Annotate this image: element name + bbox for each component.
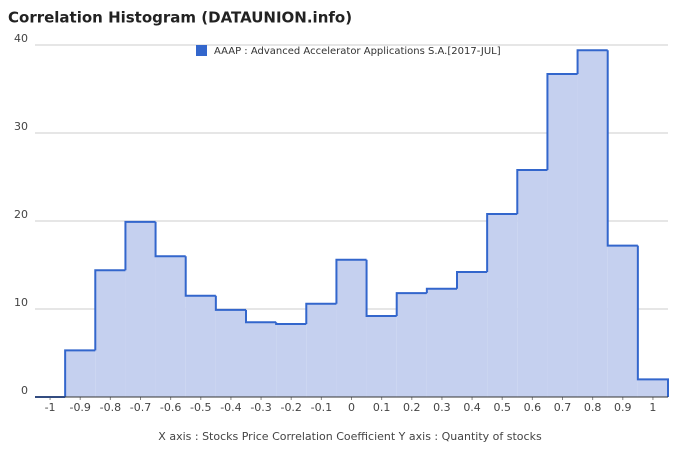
bar-outline [275, 322, 307, 325]
bar-outline [486, 212, 518, 273]
bar-outline [64, 349, 96, 397]
legend-label: AAAP : Advanced Accelerator Applications… [214, 46, 501, 57]
bar-outline [516, 168, 548, 214]
chart-title: Correlation Histogram (DATAUNION.info) [8, 9, 352, 27]
x-tick-label: 0.2 [403, 401, 421, 414]
bar [95, 270, 126, 397]
x-tick-label: 0.7 [554, 401, 572, 414]
y-tick-label: 40 [14, 32, 28, 45]
x-tick-label: 0.1 [373, 401, 391, 414]
bar-outline [425, 287, 457, 294]
bar-outline [395, 292, 427, 317]
x-tick-label: 0.9 [614, 401, 632, 414]
bar [457, 272, 488, 397]
bar [396, 293, 427, 397]
bar [607, 245, 638, 397]
bar [487, 213, 518, 397]
bar [246, 322, 277, 397]
bar-outline [124, 220, 156, 271]
y-tick-label: 0 [21, 384, 28, 397]
bar [215, 309, 246, 397]
x-tick-label: 0.8 [584, 401, 602, 414]
y-tick-label: 30 [14, 120, 28, 133]
x-tick-label: 0.3 [433, 401, 451, 414]
bar-outline [305, 302, 337, 324]
x-tick-label: -0.5 [190, 401, 211, 414]
x-tick-label: -0.6 [160, 401, 181, 414]
x-tick-label: -0.4 [220, 401, 241, 414]
bar-outline [154, 221, 186, 258]
bar [155, 256, 186, 397]
bar [276, 323, 307, 397]
bar-outline [365, 259, 397, 318]
bar [336, 259, 367, 397]
x-tick-label: -0.2 [280, 401, 301, 414]
bar-outline [184, 256, 216, 297]
x-tick-label: -0.3 [250, 401, 271, 414]
x-tick-label: -0.7 [130, 401, 151, 414]
bar [637, 379, 668, 397]
bar-outline [576, 49, 608, 75]
x-axis-label: X axis : Stocks Price Correlation Coeffi… [158, 430, 542, 443]
x-tick-label: -1 [45, 401, 56, 414]
x-tick-label: -0.1 [311, 401, 332, 414]
y-tick-label: 20 [14, 208, 28, 221]
bar-outline [546, 73, 578, 170]
bar [185, 295, 216, 397]
bar [547, 74, 578, 397]
bar [306, 303, 337, 397]
x-tick-label: 0.5 [493, 401, 511, 414]
bar-outline [94, 269, 126, 351]
x-tick-label: 0 [348, 401, 355, 414]
bar-outline [456, 271, 488, 289]
x-tick-label: -0.9 [69, 401, 90, 414]
bar [65, 350, 96, 397]
x-tick-label: 0.4 [463, 401, 481, 414]
bar [426, 288, 457, 397]
bar [577, 50, 608, 397]
bar-outline [245, 309, 277, 324]
bar [366, 316, 397, 397]
x-tick-label: -0.8 [100, 401, 121, 414]
x-tick-label: 1 [649, 401, 656, 414]
bar-outline [636, 245, 669, 397]
bar [125, 221, 156, 397]
y-tick-label: 10 [14, 296, 28, 309]
x-tick-label: 0.6 [524, 401, 542, 414]
bar [517, 169, 548, 397]
bar-outline [606, 50, 638, 247]
bar-outline [214, 295, 246, 311]
bar-outline [335, 258, 367, 304]
legend-swatch [196, 45, 207, 56]
